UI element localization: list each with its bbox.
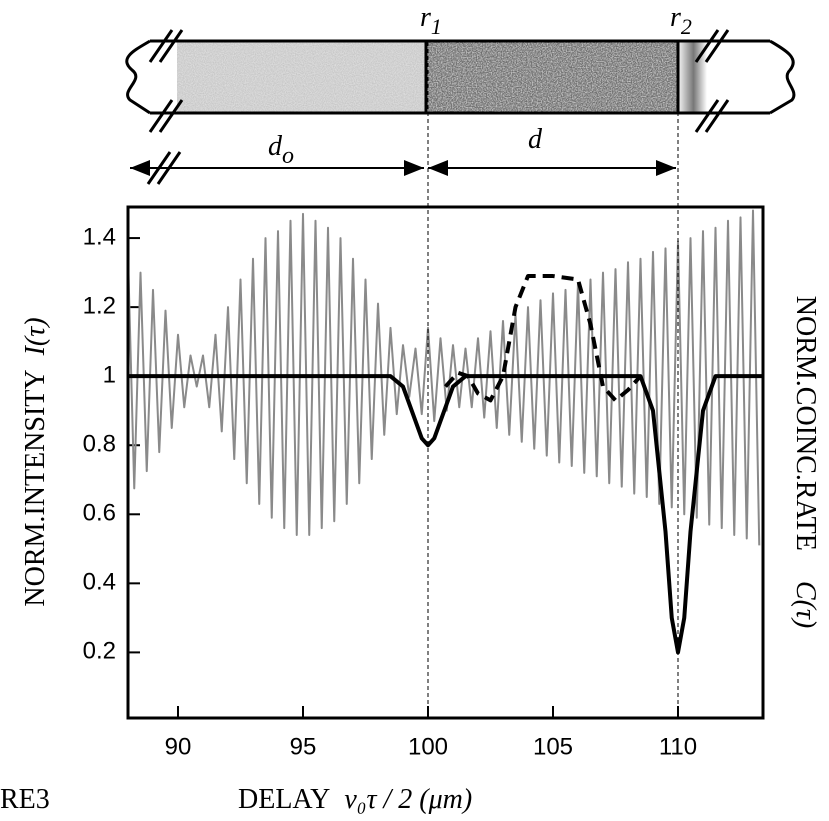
annotation-sub: o: [282, 143, 294, 169]
marker-label-text: r: [670, 2, 681, 33]
x-tick-label: 105: [533, 733, 573, 760]
y2-label: NORM.COINC.RATE: [790, 296, 821, 551]
wavy-end-right: [769, 39, 796, 115]
y-axis-title: NORM.INTENSITY I(τ): [20, 317, 51, 606]
wavy-end-left: [125, 39, 151, 115]
figure-label: RE3: [0, 784, 50, 815]
y2-label-symbol: C(τ): [790, 581, 821, 628]
break-marks-left: [148, 29, 184, 133]
region-dark-texture: [426, 41, 677, 113]
region-light-texture: [177, 41, 426, 113]
y-label-symbol: I(τ): [20, 317, 51, 356]
plot-area: 90 95 100 105 110 0.2 0.4 0.6 0.8 1 1.2 1.4: [83, 209, 763, 760]
annotation: do: [268, 131, 294, 169]
x-tick-label: 100: [408, 733, 448, 760]
series-line: [128, 374, 763, 655]
series-line: [128, 209, 761, 546]
x-tick-label: 110: [659, 733, 697, 760]
sample-diagram: do d: [125, 29, 796, 185]
x-tick-label: 95: [290, 733, 317, 760]
marker-label-sub: 2: [681, 14, 692, 39]
y-tick-label: 0.6: [83, 500, 116, 527]
series-line: [444, 274, 642, 403]
y2-axis-title: NORM.COINC.RATE C(τ): [790, 296, 821, 629]
x-tick-label: 90: [165, 733, 192, 760]
plot-frame: [126, 205, 765, 720]
marker-label: r2: [670, 2, 692, 39]
y-tick-label: 0.8: [83, 431, 116, 458]
marker-label: r1: [420, 2, 442, 39]
y-label: NORM.INTENSITY: [20, 369, 51, 606]
annotation-text: d: [268, 131, 283, 162]
y-tick-label: 0.4: [83, 569, 116, 596]
y-tick-label: 1.4: [83, 223, 116, 250]
x-label-symbol: v₀τ / 2 (μm): [344, 784, 472, 815]
x-label: DELAY: [238, 784, 330, 815]
annotation: d: [528, 124, 543, 155]
marker-label-sub: 1: [431, 14, 442, 39]
x-axis-title: DELAY v₀τ / 2 (μm): [238, 784, 472, 815]
break-marks-right: [694, 29, 730, 133]
y-tick-label: 0.2: [83, 638, 116, 665]
y-tick-label: 1: [103, 362, 116, 389]
y-tick-label: 1.2: [83, 292, 116, 319]
marker-label-text: r: [420, 2, 431, 33]
